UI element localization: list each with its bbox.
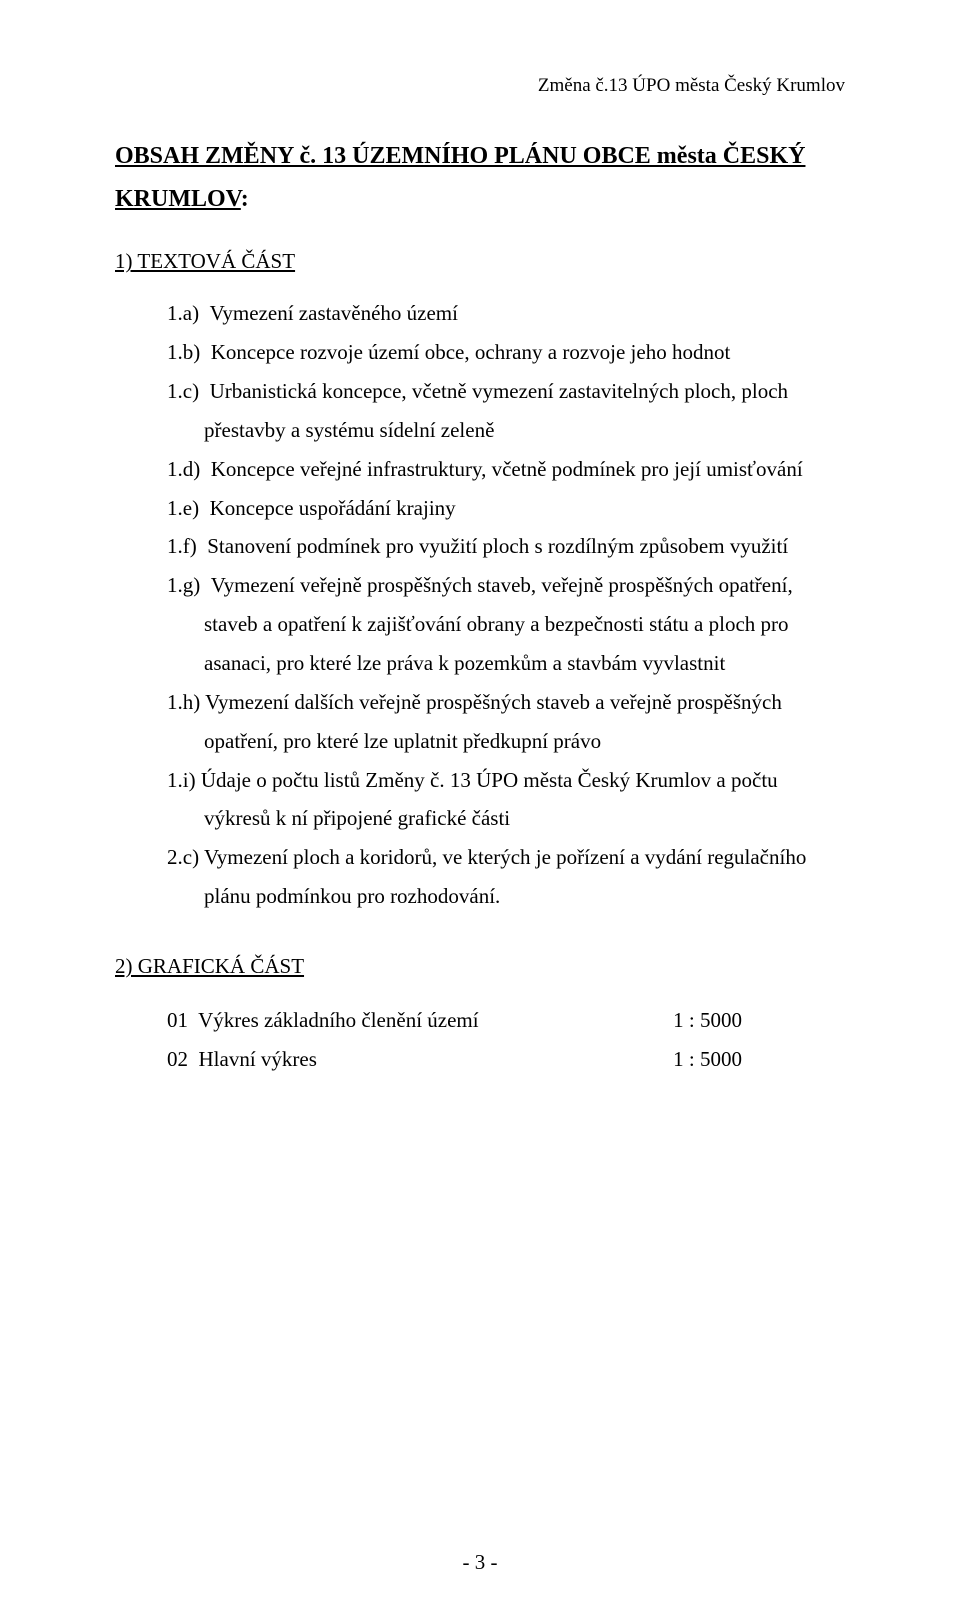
item-text: Urbanistická koncepce, včetně vymezení z… [204,379,788,442]
title-line2-rest: : [241,186,249,212]
item-text: Koncepce uspořádání krajiny [210,496,456,520]
item-label: 2.c) [167,845,199,869]
title-line2-underlined: KRUMLOV [115,186,241,212]
list-item: 1.g) Vymezení veřejně prospěšných staveb… [167,566,845,683]
page-footer: - 3 - [0,1550,960,1575]
list-item: 2.c) Vymezení ploch a koridorů, ve který… [167,838,845,916]
item-text: Vymezení dalších veřejně prospěšných sta… [204,690,782,753]
graphic-left: 01 Výkres základního členění území [167,1001,479,1040]
list-item: 1.a) Vymezení zastavěného území [167,294,845,333]
graphic-row: 02 Hlavní výkres 1 : 5000 [167,1040,742,1079]
item-text: Vymezení veřejně prospěšných staveb, veř… [204,573,793,675]
list-item: 1.b) Koncepce rozvoje území obce, ochran… [167,333,845,372]
list-item: 1.c) Urbanistická koncepce, včetně vymez… [167,372,845,450]
item-label: 1.b) [167,340,200,364]
list-item: 1.h) Vymezení dalších veřejně prospěšnýc… [167,683,845,761]
item-text: Údaje o počtu listů Změny č. 13 ÚPO měst… [201,768,778,831]
item-text: Vymezení zastavěného území [210,301,458,325]
item-label: 1.d) [167,457,200,481]
header-text: Změna č.13 ÚPO města Český Krumlov [538,75,845,96]
item-label: 1.i) [167,768,196,792]
list-item: 1.i) Údaje o počtu listů Změny č. 13 ÚPO… [167,761,845,839]
graphic-left: 02 Hlavní výkres [167,1040,317,1079]
section1-list: 1.a) Vymezení zastavěného území1.b) Konc… [115,294,845,916]
title-line1: OBSAH ZMĚNY č. 13 ÚZEMNÍHO PLÁNU OBCE mě… [115,143,805,169]
list-item: 1.e) Koncepce uspořádání krajiny [167,489,845,528]
list-item: 1.f) Stanovení podmínek pro využití ploc… [167,527,845,566]
section2-heading: 2) GRAFICKÁ ČÁST [115,954,845,979]
item-label: 1.g) [167,573,200,597]
item-text: Vymezení ploch a koridorů, ve kterých je… [204,845,806,908]
item-label: 1.c) [167,379,199,403]
graphic-scale: 1 : 5000 [673,1001,742,1040]
graphic-scale: 1 : 5000 [673,1040,742,1079]
graphic-row: 01 Výkres základního členění území 1 : 50… [167,1001,742,1040]
item-label: 1.a) [167,301,199,325]
item-text: Koncepce rozvoje území obce, ochrany a r… [211,340,731,364]
section2-list: 01 Výkres základního členění území 1 : 50… [115,1001,845,1079]
document-header-right: Změna č.13 ÚPO města Český Krumlov [115,75,845,97]
item-label: 1.h) [167,690,200,714]
list-item: 1.d) Koncepce veřejné infrastruktury, vč… [167,450,845,489]
item-text: Stanovení podmínek pro využití ploch s r… [207,534,788,558]
section2: 2) GRAFICKÁ ČÁST 01 Výkres základního čl… [115,954,845,1079]
item-text: Koncepce veřejné infrastruktury, včetně … [211,457,803,481]
item-label: 1.f) [167,534,197,558]
main-title: OBSAH ZMĚNY č. 13 ÚZEMNÍHO PLÁNU OBCE mě… [115,135,845,221]
section1-heading: 1) TEXTOVÁ ČÁST [115,249,845,274]
page-number: - 3 - [463,1550,498,1574]
item-label: 1.e) [167,496,199,520]
